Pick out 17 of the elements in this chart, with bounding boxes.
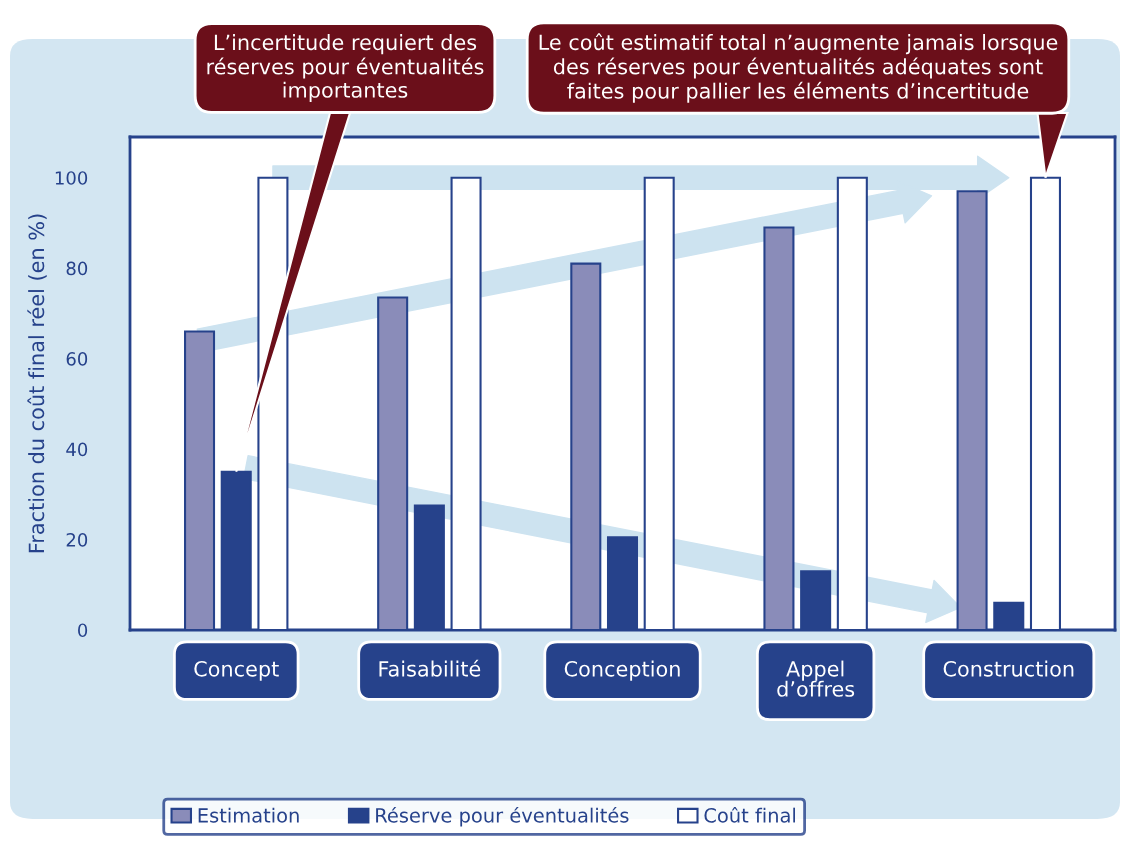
text: Le coût estimatif total n’augmente jamais lorsque des réserves pour éventualités adéquates sont faites pour pallier les éléments d’incertitude bbox=[539, 33, 1058, 103]
x-tick-label: Construction bbox=[943, 660, 1074, 677]
legend-label: Réserve pour éventualités bbox=[376, 806, 629, 827]
x-tick-label: Faisabilité bbox=[379, 659, 481, 677]
y-tick-label: 40 bbox=[66, 442, 88, 457]
y-tick-label: 0 bbox=[78, 623, 88, 638]
y-tick-label: 20 bbox=[66, 533, 88, 547]
y-axis-title: Fraction du coût final réel (en %) bbox=[27, 214, 47, 553]
x-tick-label: Concept bbox=[194, 660, 279, 681]
legend-label: Estimation bbox=[198, 807, 299, 823]
legend-label: Coût final bbox=[704, 806, 796, 823]
y-tick-label: 80 bbox=[66, 261, 88, 276]
y-tick-label: 60 bbox=[66, 352, 88, 366]
text: L’incertitude requiert des réserves pour éventualités importantes bbox=[207, 34, 484, 102]
x-tick-label: Appel d’offres bbox=[777, 660, 855, 697]
x-tick-label: Conception bbox=[564, 660, 680, 681]
y-tick-label: 100 bbox=[55, 171, 88, 185]
